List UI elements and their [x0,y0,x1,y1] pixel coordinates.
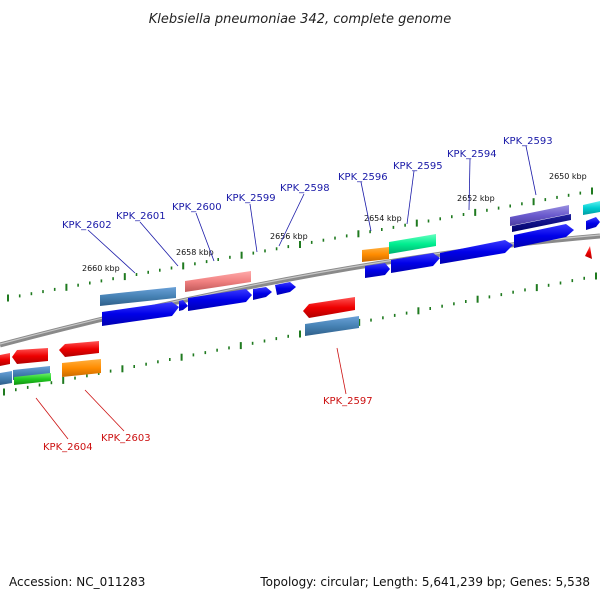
gene-label-kpk-2602: KPK_2602 [62,220,112,231]
gene-arrow [305,316,359,336]
gene-label-kpk-2594: KPK_2594 [447,149,497,160]
gene-arrow [275,282,296,295]
cds-row-reverse [0,246,592,366]
map-title: Klebsiella pneumoniae 342, complete geno… [149,12,451,27]
gene-arrow [12,348,48,364]
gene-label-kpk-2593: KPK_2593 [503,136,553,147]
gene-arrow [362,247,389,262]
gene-arrow [188,289,252,311]
gene-arrow [102,302,179,326]
gene-label-kpk-2601: KPK_2601 [116,211,166,222]
gene-arrow [62,359,101,377]
leader-line [249,203,258,253]
gene-arrow [0,353,10,366]
gene-arrow [303,297,355,318]
gene-label-kpk-2597: KPK_2597 [323,396,373,407]
cds-row-forward [102,217,600,326]
gene-label-kpk-2596: KPK_2596 [338,172,388,183]
gene-arrow [583,201,600,215]
leader-line [360,181,372,232]
leader-line [468,158,471,211]
leader-line [278,193,305,247]
feature-row-lower [0,316,359,385]
gene-arrow [59,341,99,357]
genome-summary-text: Topology: circular; Length: 5,641,239 bp… [259,575,590,589]
reverse-gene-labels: KPK_2597 KPK_2604 KPK_2603 [35,347,373,453]
gene-label-kpk-2598: KPK_2598 [280,183,330,194]
gene-arrow [253,287,272,300]
gene-arrow [510,205,569,226]
leader-line [336,347,347,395]
gene-arrow [185,271,251,292]
leader-line [195,212,215,262]
leader-line [525,145,537,196]
gene-label-kpk-2603: KPK_2603 [101,433,151,444]
gene-arrow [391,253,440,273]
gene-arrow [514,224,574,248]
feature-row-upper [100,201,600,306]
leader-line [406,170,415,225]
gene-label-kpk-2595: KPK_2595 [393,161,443,172]
scale-label-2652: 2652 kbp [457,194,495,203]
scale-label-2658: 2658 kbp [176,248,214,257]
tick-row-outer [7,187,593,302]
tick-row-inner [3,272,597,396]
gene-arrow [0,371,12,385]
forward-gene-labels: KPK_2602 KPK_2601 KPK_2600 KPK_2599 KPK_… [62,136,553,274]
gene-arrow [365,263,390,278]
genome-backbone-highlight [0,234,600,345]
gene-arrow [586,217,600,230]
gene-arrow [100,287,176,306]
leader-line [139,221,179,267]
gene-arrow [14,373,51,385]
scale-label-2656: 2656 kbp [270,232,308,241]
leader-line [35,397,69,440]
gene-arrow [512,214,571,232]
gene-label-kpk-2599: KPK_2599 [226,193,276,204]
scale-label-2654: 2654 kbp [364,214,402,223]
scale-label-2660: 2660 kbp [82,264,120,273]
genome-backbone [0,233,600,348]
scale-label-2650: 2650 kbp [549,172,587,181]
accession-text: Accession: NC_011283 [9,575,145,589]
gene-arrow [585,246,592,259]
gene-arrow [440,240,513,264]
leader-line [84,389,125,432]
gene-arrow [179,300,188,311]
gene-arrow [389,234,436,254]
gene-label-kpk-2604: KPK_2604 [43,442,93,453]
leader-line [87,229,136,274]
gene-label-kpk-2600: KPK_2600 [172,202,222,213]
